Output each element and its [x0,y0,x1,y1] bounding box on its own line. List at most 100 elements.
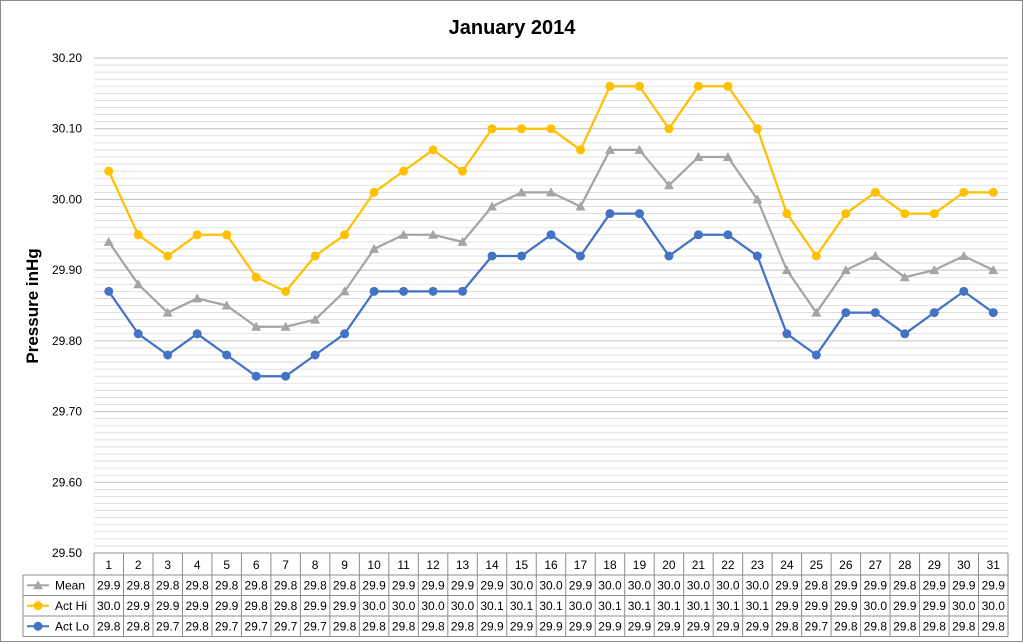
table-cell: 29.9 [97,578,121,592]
x-tick-label: 12 [426,558,440,572]
table-cell: 29.8 [127,619,151,633]
table-cell: 29.9 [775,578,799,592]
table-cell: 30.0 [392,599,416,613]
table-cell: 30.0 [421,599,445,613]
y-tick-label: 30.00 [52,192,82,206]
x-tick-label: 3 [164,558,171,572]
data-point [782,329,792,339]
data-point [546,230,556,240]
data-point [634,144,645,154]
table-cell: 29.8 [186,578,210,592]
x-tick-label: 7 [282,558,289,572]
data-point [959,187,969,197]
data-point [634,81,644,91]
table-cell: 30.0 [598,578,622,592]
data-point [664,251,674,261]
table-cell: 29.8 [186,619,210,633]
table-cell: 30.1 [628,599,652,613]
table-cell: 30.1 [746,599,770,613]
table-cell: 29.9 [480,578,504,592]
data-point [310,350,320,360]
data-point [517,124,527,134]
table-cell: 29.9 [156,599,180,613]
data-point [222,350,232,360]
table-cell: 29.9 [421,578,445,592]
data-point [517,251,527,261]
table-cell: 30.1 [510,599,534,613]
table-cell: 29.8 [451,619,475,633]
table-cell: 29.9 [864,578,888,592]
x-tick-label: 28 [898,558,912,572]
table-cell: 29.9 [923,599,947,613]
x-tick-label: 4 [194,558,201,572]
table-cell: 30.0 [657,578,681,592]
data-point [722,152,733,161]
table-cell: 29.8 [982,619,1006,633]
data-point [988,265,999,275]
x-tick-label: 19 [633,558,647,572]
table-cell: 29.8 [244,578,268,592]
data-point [811,350,821,360]
x-tick-label: 24 [780,558,794,572]
data-point [752,194,763,204]
data-point [782,209,792,219]
data-point [723,230,733,240]
data-point [104,286,114,296]
data-table: 1 2 3 4 5 6 7 8 9 10 11 12 13 14 15 16 17 18 19 20 21 22 23 24 2… [22,552,1009,637]
data-point [663,180,674,190]
table-cell: 29.9 [215,599,239,613]
data-point [575,145,585,155]
table-cell: 29.9 [687,619,711,633]
x-tick-label: 25 [810,558,824,572]
table-cell: 29.8 [127,578,151,592]
data-point [487,124,497,134]
y-axis-ticks: 29.50 29.60 29.70 29.80 29.90 30.00 30.10 30.20 [52,51,82,560]
table-cell: 30.1 [539,599,563,613]
table-cell: 29.9 [982,578,1006,592]
table-cell: 29.8 [923,619,947,633]
table-cell: 29.9 [569,578,593,592]
data-point [605,209,615,219]
data-point [899,272,910,282]
table-cell: 29.9 [893,599,917,613]
x-tick-label: 9 [341,558,348,572]
data-point [929,308,939,318]
table-cell: 29.9 [127,599,151,613]
data-point [457,236,468,246]
data-point [870,187,880,197]
data-point [221,300,232,310]
table-cell: 29.7 [303,619,327,633]
table-cell: 29.8 [274,599,298,613]
data-point [900,329,910,339]
data-point [133,230,143,240]
data-point [399,286,409,296]
x-tick-label: 16 [544,558,558,572]
table-cell: 29.9 [510,619,534,633]
x-tick-label: 23 [751,558,765,572]
y-tick-label: 30.20 [52,51,82,65]
table-cell: 29.7 [215,619,239,633]
table-cell: 29.8 [952,619,976,633]
table-cell: 29.9 [539,619,563,633]
data-point [251,371,261,381]
data-point [310,314,321,324]
gridlines [94,57,1008,554]
table-cell: 29.8 [303,578,327,592]
legend-entry: Act Hi [55,599,87,613]
table-cell: 30.0 [539,578,563,592]
data-point [516,187,527,197]
x-tick-label: 11 [397,558,410,572]
x-tick-label: 21 [692,558,706,572]
legend-key-marker [33,580,43,590]
table-cell: 29.9 [392,578,416,592]
data-point [575,201,586,211]
table-cell: 30.1 [480,599,504,613]
data-point [840,265,851,275]
table-cell: 29.8 [274,578,298,592]
chart-title: January 2014 [449,17,577,39]
table-cell: 29.9 [598,619,622,633]
x-tick-label: 17 [574,558,588,572]
data-point [605,81,615,91]
table-cell: 30.0 [451,599,475,613]
table-cell: 29.8 [156,578,180,592]
